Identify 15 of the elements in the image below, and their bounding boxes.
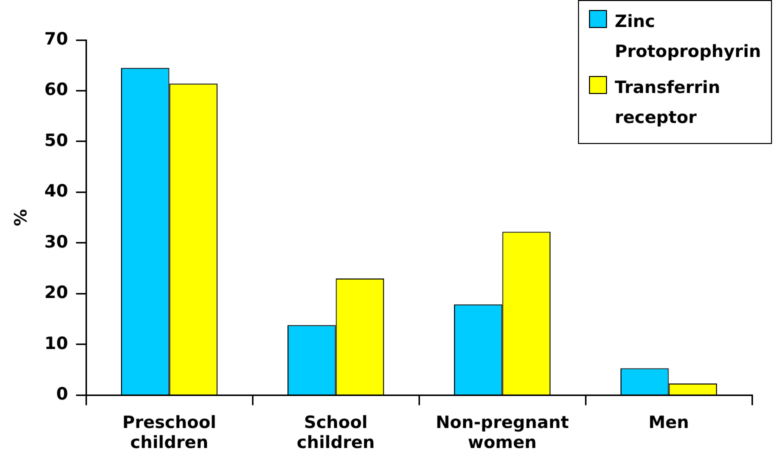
y-axis-title: % [12,209,32,226]
x-tick-label: Preschool children [122,412,216,454]
y-tick-label: 40 [44,182,68,202]
y-tick-label: 60 [44,80,68,100]
y-tick-label: 70 [44,29,68,50]
x-tick-label: Men [648,412,690,433]
legend-label: Zinc Protoprophyrin [614,11,761,64]
y-tick-label: 20 [44,283,68,304]
legend-label: Transferrin receptor [614,77,720,130]
y-tick-label: 50 [44,130,68,151]
x-tick-label: Non-pregnant women [436,412,569,454]
y-tick-label: 10 [44,334,68,354]
x-tick-label: School children [296,412,375,454]
y-tick-label: 30 [44,232,68,252]
y-tick-label: 0 [56,384,68,405]
